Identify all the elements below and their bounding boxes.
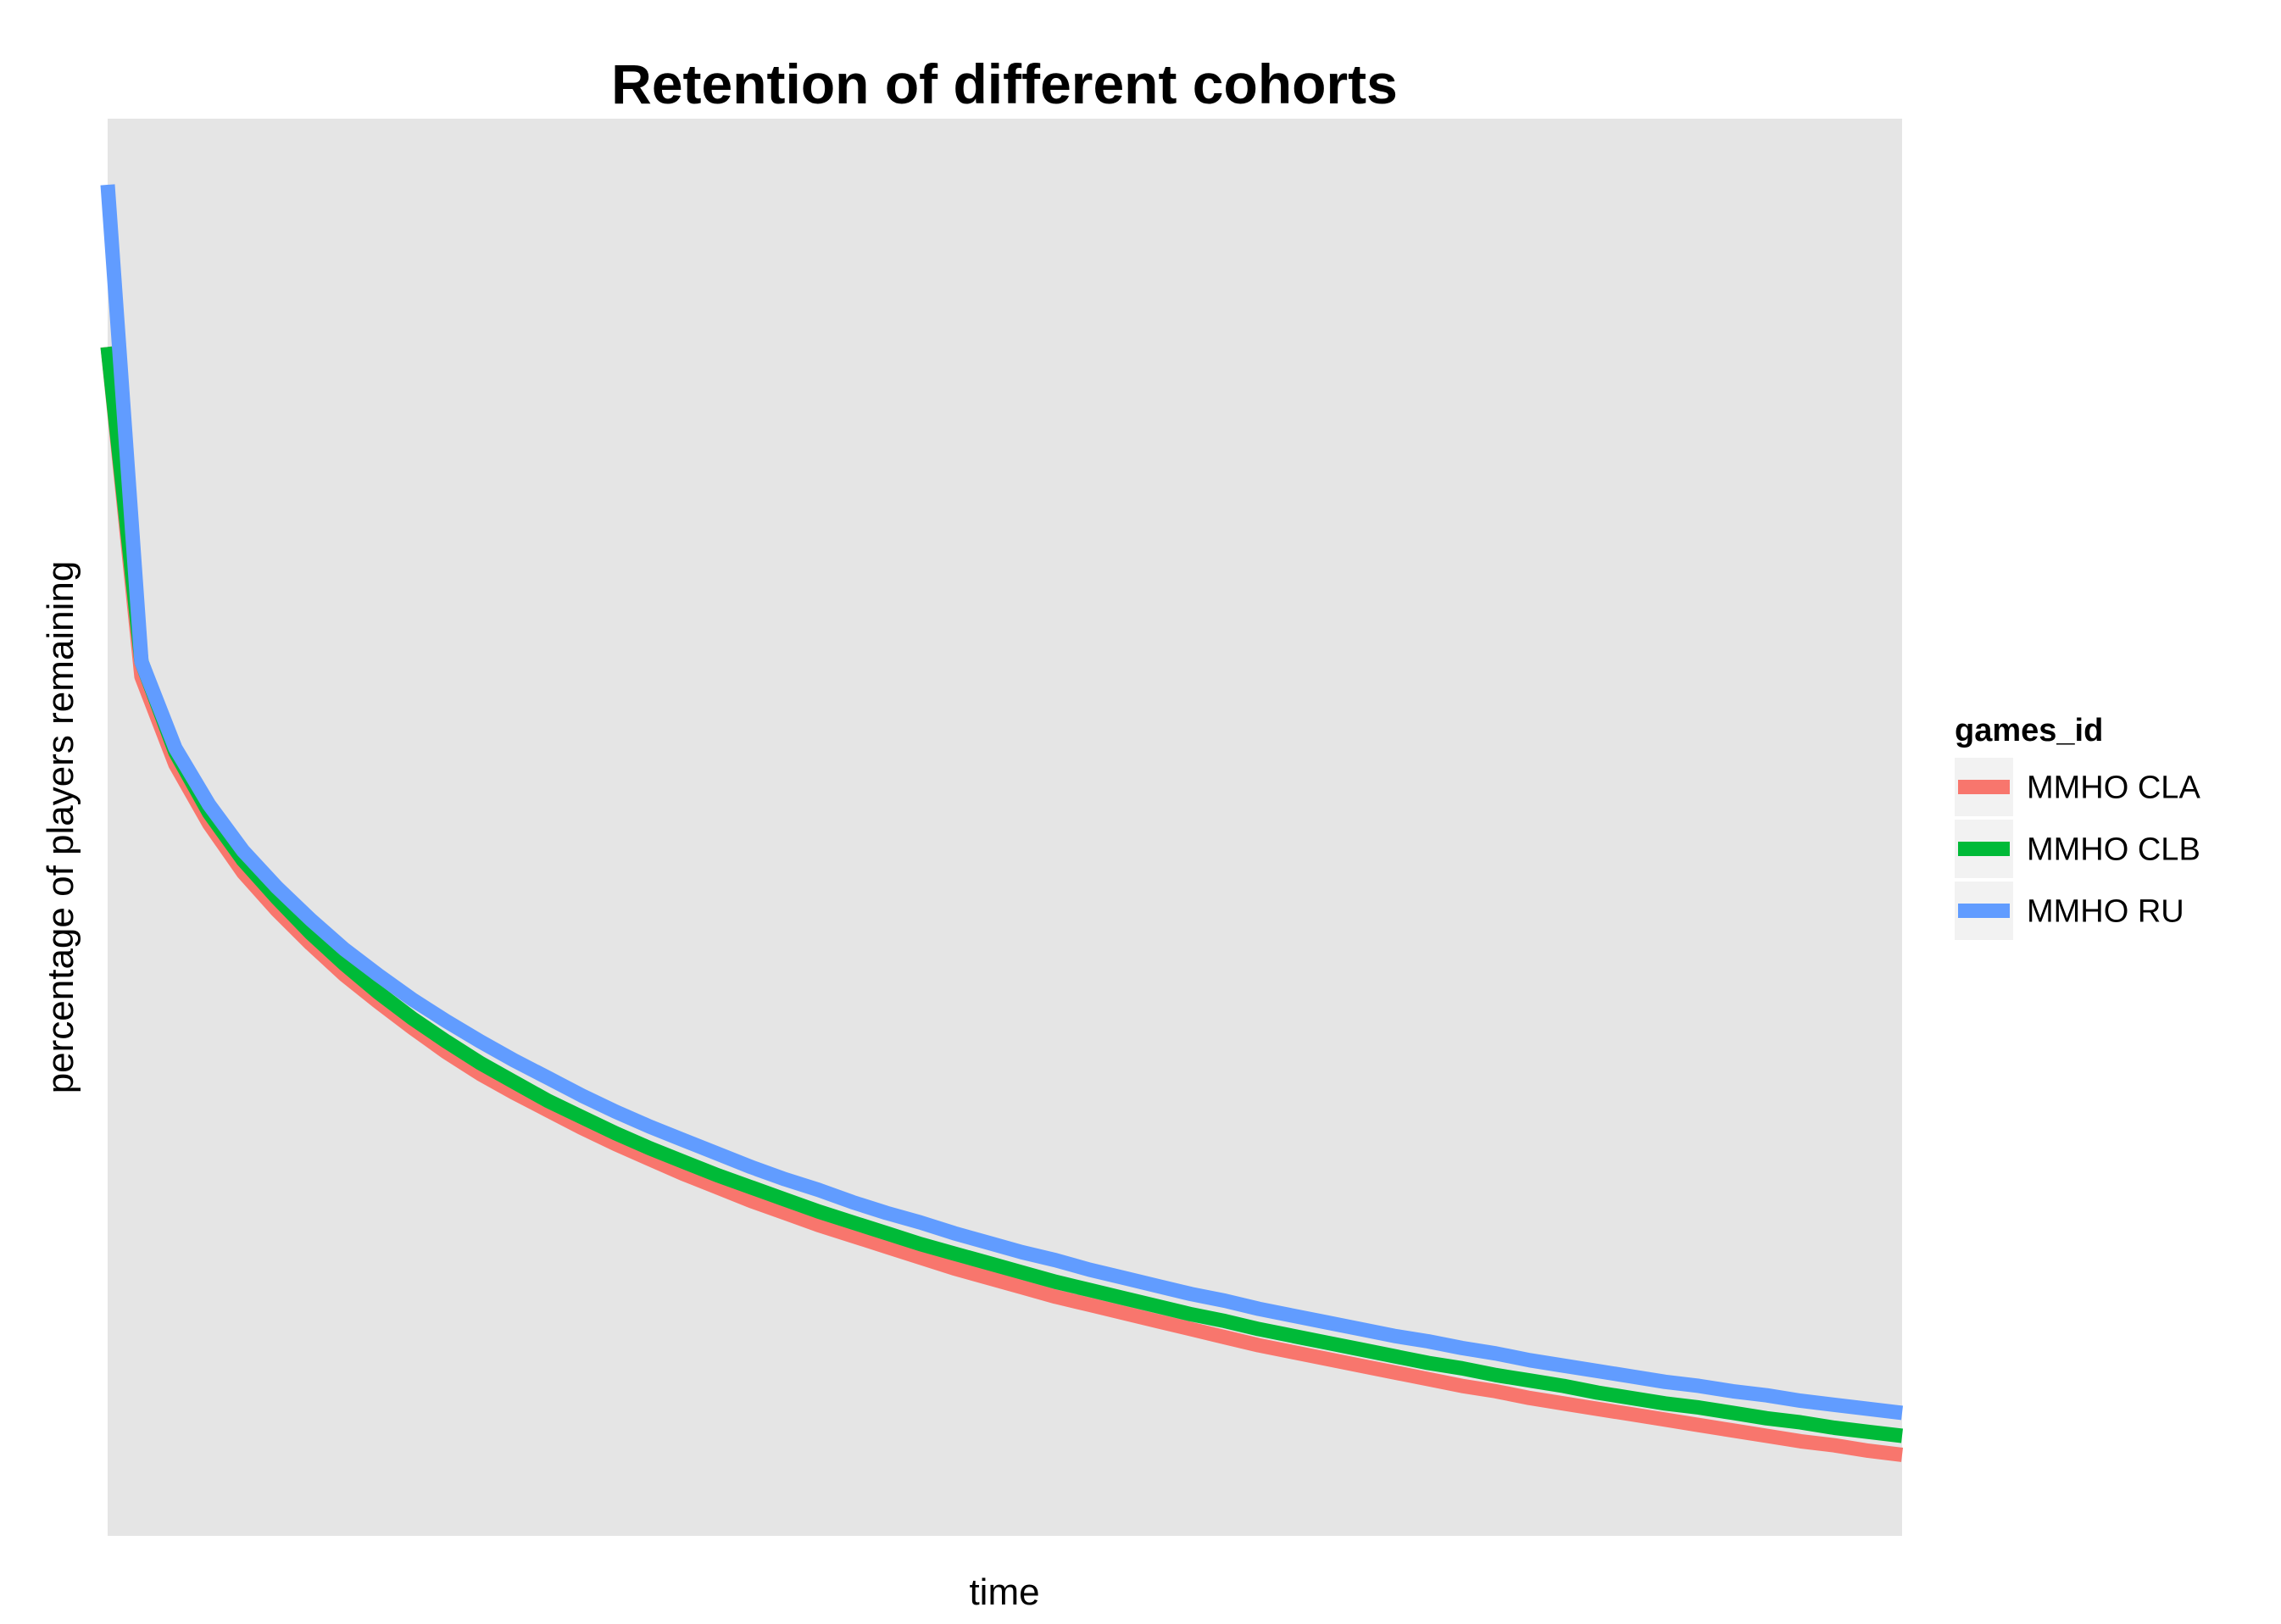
y-axis-label: percentage of players remaining bbox=[40, 561, 81, 1094]
chart-title: Retention of different cohorts bbox=[611, 53, 1398, 115]
series-line-mmho-ru bbox=[100, 184, 1903, 1421]
legend-label-mmho-clb: MMHO CLB bbox=[2027, 832, 2200, 868]
series-line-mmho-cla bbox=[100, 346, 1904, 1462]
legend: games_id MMHO CLA MMHO CLB MMHO RU bbox=[1955, 713, 2200, 940]
legend-label-mmho-cla: MMHO CLA bbox=[2027, 770, 2200, 806]
x-axis-label: time bbox=[969, 1571, 1039, 1613]
legend-title: games_id bbox=[1955, 713, 2103, 748]
legend-label-mmho-ru: MMHO RU bbox=[2027, 894, 2184, 930]
series-line-mmho-clb bbox=[100, 346, 1903, 1443]
series-layer bbox=[100, 184, 1904, 1462]
plot-panel bbox=[108, 119, 1902, 1536]
legend-items: MMHO CLA MMHO CLB MMHO RU bbox=[1955, 758, 2200, 940]
